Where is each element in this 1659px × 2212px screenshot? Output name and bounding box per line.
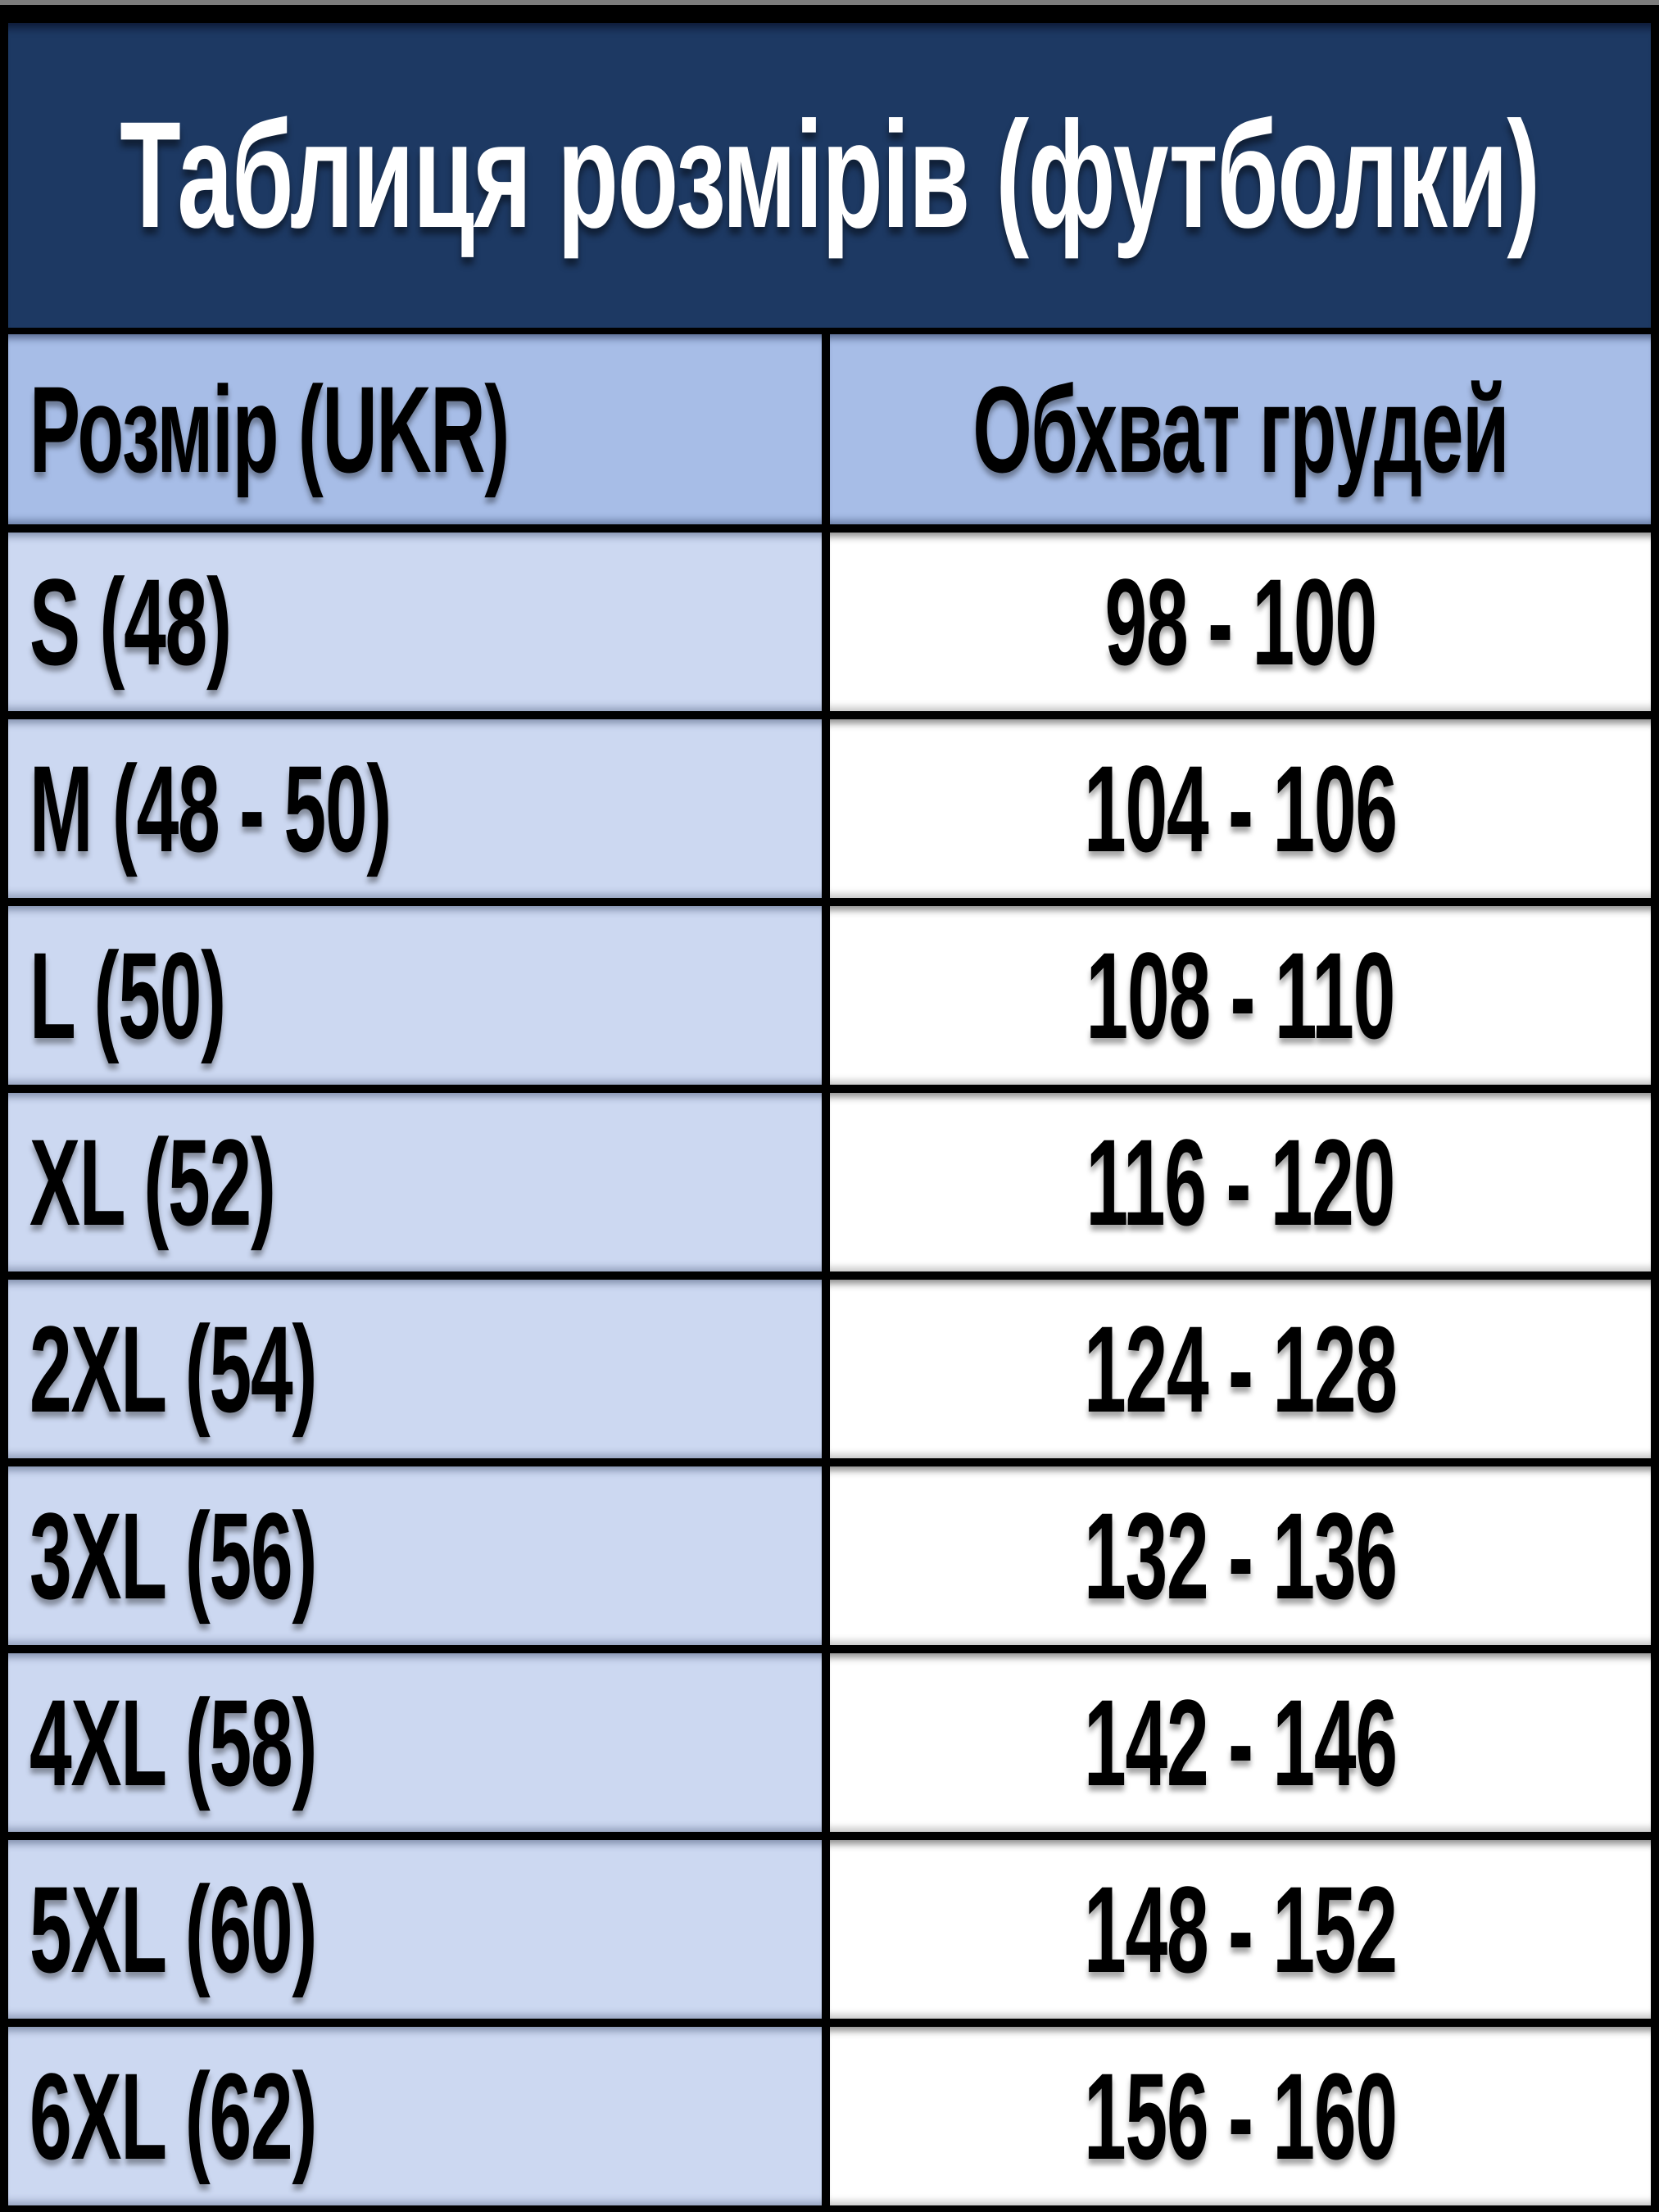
size-label: L (50) — [29, 926, 226, 1064]
chest-cell: 124 - 128 — [830, 1280, 1651, 1458]
chest-label: 104 - 106 — [1084, 739, 1398, 877]
chest-cell: 132 - 136 — [830, 1466, 1651, 1645]
header-size-label: Розмір (UKR) — [29, 360, 510, 498]
title-band: Таблиця розмірів (футболки) — [8, 23, 1651, 328]
chest-label: 142 - 146 — [1084, 1673, 1398, 1811]
chest-cell: 104 - 106 — [830, 719, 1651, 898]
size-cell: XL (52) — [8, 1093, 822, 1271]
size-label: 5XL (60) — [29, 1860, 317, 1998]
chest-label: 116 - 120 — [1086, 1113, 1396, 1251]
size-label: 6XL (62) — [29, 2047, 317, 2185]
chest-cell: 156 - 160 — [830, 2027, 1651, 2205]
size-label: 2XL (54) — [29, 1299, 317, 1438]
size-label: S (48) — [29, 552, 232, 691]
size-cell: 2XL (54) — [8, 1280, 822, 1458]
chest-cell: 148 - 152 — [830, 1840, 1651, 2019]
size-label: XL (52) — [29, 1113, 276, 1251]
header-cell-size: Розмір (UKR) — [8, 334, 822, 524]
chest-label: 98 - 100 — [1104, 552, 1377, 691]
size-cell: 5XL (60) — [8, 1840, 822, 2019]
header-chest-label: Обхват грудей — [972, 360, 1509, 498]
size-cell: L (50) — [8, 906, 822, 1085]
size-table: Таблиця розмірів (футболки) Розмір (UKR)… — [0, 5, 1659, 2212]
size-cell: 3XL (56) — [8, 1466, 822, 1645]
table-grid: Розмір (UKR) Обхват грудей S (48) 98 - 1… — [8, 334, 1651, 2205]
chest-cell: 142 - 146 — [830, 1653, 1651, 1832]
top-edge-line — [0, 0, 1659, 5]
size-cell: S (48) — [8, 533, 822, 711]
chest-label: 108 - 110 — [1086, 926, 1396, 1064]
chest-cell: 108 - 110 — [830, 906, 1651, 1085]
size-cell: 4XL (58) — [8, 1653, 822, 1832]
chest-cell: 98 - 100 — [830, 533, 1651, 711]
chest-label: 124 - 128 — [1084, 1299, 1398, 1438]
table-title: Таблиця розмірів (футболки) — [120, 91, 1540, 260]
size-cell: 6XL (62) — [8, 2027, 822, 2205]
size-label: 3XL (56) — [29, 1486, 317, 1625]
chest-label: 148 - 152 — [1084, 1860, 1398, 1998]
chest-label: 156 - 160 — [1084, 2047, 1398, 2185]
size-label: M (48 - 50) — [29, 739, 392, 877]
size-cell: M (48 - 50) — [8, 719, 822, 898]
chest-label: 132 - 136 — [1084, 1486, 1398, 1625]
chest-cell: 116 - 120 — [830, 1093, 1651, 1271]
size-label: 4XL (58) — [29, 1673, 317, 1811]
header-cell-chest: Обхват грудей — [830, 334, 1651, 524]
